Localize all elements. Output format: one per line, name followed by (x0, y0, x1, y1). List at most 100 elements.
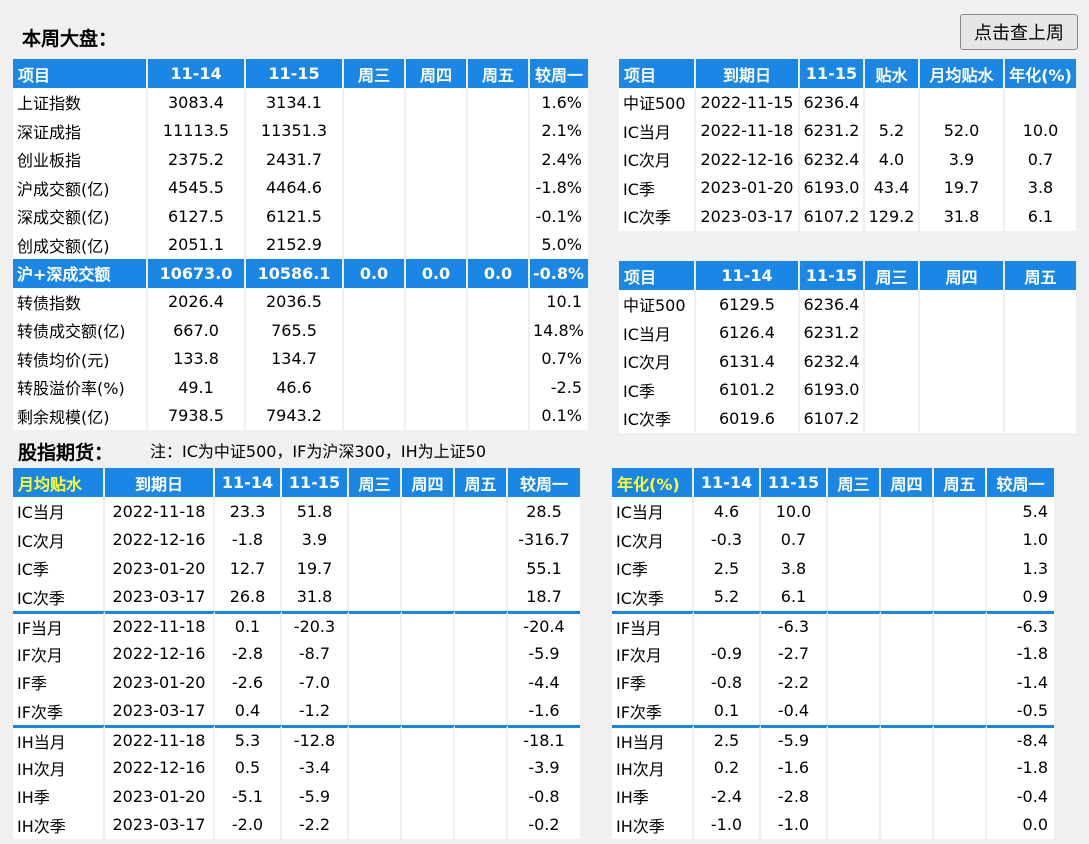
table-cell: -5.9 (508, 639, 580, 668)
table-cell: 2022-11-18 (105, 725, 215, 754)
table-cell (1005, 290, 1076, 319)
table-cell: 2023-01-20 (105, 554, 215, 583)
table-cell (349, 782, 402, 811)
table-row: IF次季 2023-03-17 0.4 -1.2 -1.6 (13, 696, 580, 725)
table-cell: 6231.2 (800, 318, 865, 347)
table-cell: 43.4 (865, 173, 920, 202)
table-cell: -0.8% (530, 259, 588, 288)
table-cell: 0.7% (530, 344, 588, 373)
table-cell: 2023-03-17 (105, 696, 215, 725)
table-cell (455, 582, 508, 611)
table-cell: -2.2 (282, 810, 349, 839)
table-cell: 0.0 (987, 810, 1054, 839)
table-cell: 46.6 (246, 373, 344, 402)
table-cell: 2022-11-15 (696, 88, 800, 117)
row-label: IH次月 (612, 753, 694, 782)
table-cell: 5.2 (694, 582, 761, 611)
row-label: IC次季 (619, 404, 696, 433)
table-cell: -2.5 (530, 373, 588, 402)
table-cell (402, 639, 455, 668)
table-cell (934, 582, 987, 611)
table-cell: 6193.0 (800, 375, 865, 404)
table-cell: 10586.1 (246, 259, 344, 288)
table-cell (455, 696, 508, 725)
view-last-week-button[interactable]: 点击查上周 (960, 14, 1078, 50)
table-cell: 2023-03-17 (696, 202, 800, 231)
row-label: IC次季 (13, 582, 105, 611)
table-cell: 18.7 (508, 582, 580, 611)
table-row: 中证500 2022-11-15 6236.4 (619, 88, 1076, 117)
table-cell: -0.9 (694, 639, 761, 668)
table-cell: -1.2 (282, 696, 349, 725)
table-cell (920, 404, 1005, 433)
column-header: 项目 (619, 261, 696, 290)
column-header: 周三 (349, 468, 402, 497)
table-cell (828, 497, 881, 526)
row-label: 剩余规模(亿) (13, 401, 148, 430)
row-label: IC当月 (619, 318, 696, 347)
table-cell: 10.0 (1005, 116, 1076, 145)
table-cell: 2023-01-20 (105, 782, 215, 811)
table-row: 中证500 6129.5 6236.4 (619, 290, 1076, 319)
table-row: IC次月 -0.3 0.7 1.0 (612, 525, 1054, 554)
table-cell (881, 725, 934, 754)
table-cell (455, 782, 508, 811)
table-cell (344, 401, 406, 430)
row-label: IH次月 (13, 753, 105, 782)
table-cell: 26.8 (215, 582, 282, 611)
table-cell (934, 611, 987, 640)
table-cell: -4.4 (508, 668, 580, 697)
table-cell (402, 611, 455, 640)
table-cell: 667.0 (148, 316, 246, 345)
table-cell (881, 782, 934, 811)
column-header: 到期日 (105, 468, 215, 497)
table-cell (344, 316, 406, 345)
table-cell: -0.3 (694, 525, 761, 554)
table-cell: 0.0 (344, 259, 406, 288)
table-cell: 10.0 (761, 497, 828, 526)
table-cell: -5.1 (215, 782, 282, 811)
column-header: 项目 (13, 59, 148, 88)
table-row: 深成交额(亿) 6127.5 6121.5 -0.1% (13, 202, 588, 231)
table-row: 上证指数 3083.4 3134.1 1.6% (13, 88, 588, 117)
table-cell (349, 810, 402, 839)
table-cell (881, 554, 934, 583)
table-cell (881, 639, 934, 668)
table-cell: -5.9 (282, 782, 349, 811)
table-cell: 7938.5 (148, 401, 246, 430)
table-cell (468, 316, 530, 345)
table-cell: 2152.9 (246, 230, 344, 259)
table-cell: -20.3 (282, 611, 349, 640)
table-cell: -0.8 (508, 782, 580, 811)
table-cell (344, 373, 406, 402)
table-row: IC当月 2022-11-18 23.3 51.8 28.5 (13, 497, 580, 526)
table-cell: 12.7 (215, 554, 282, 583)
row-label: IC季 (619, 173, 696, 202)
table-cell: -2.8 (215, 639, 282, 668)
table-cell (406, 116, 468, 145)
table-cell: 11351.3 (246, 116, 344, 145)
table-cell: -3.9 (508, 753, 580, 782)
header-row: 项目 到期日 11-15 贴水 月均贴水 年化(%) (619, 59, 1076, 88)
row-label: IC次季 (619, 202, 696, 231)
table-cell: 7943.2 (246, 401, 344, 430)
column-header: 11-15 (761, 468, 828, 497)
monthly-discount-table: 月均贴水 到期日 11-14 11-15 周三 周四 周五 较周一 IC当月 2022-11-18… (13, 468, 580, 839)
table-cell: -1.8% (530, 173, 588, 202)
column-header: 周三 (344, 59, 406, 88)
table-cell: 4464.6 (246, 173, 344, 202)
table-cell (468, 344, 530, 373)
table-cell (349, 611, 402, 640)
table-cell (468, 145, 530, 174)
table-cell: 31.8 (282, 582, 349, 611)
table-row: 沪+深成交额 10673.0 10586.1 0.0 0.0 0.0 -0.8% (13, 259, 588, 288)
table-cell: 55.1 (508, 554, 580, 583)
table-cell: 2023-03-17 (105, 582, 215, 611)
column-header: 周五 (468, 59, 530, 88)
table-cell (402, 782, 455, 811)
table-row: IF次月 2022-12-16 -2.8 -8.7 -5.9 (13, 639, 580, 668)
table-cell (455, 611, 508, 640)
table-cell (828, 582, 881, 611)
table-cell: 2022-12-16 (696, 145, 800, 174)
table-cell: 5.4 (987, 497, 1054, 526)
